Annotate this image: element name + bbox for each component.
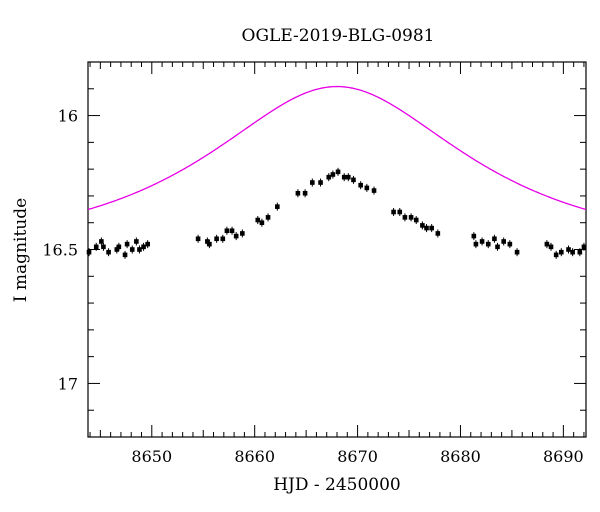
- data-point: [485, 241, 491, 247]
- data-point: [559, 249, 564, 255]
- data-point: [492, 236, 497, 242]
- axis-ticks: [88, 61, 586, 438]
- data-point: [501, 239, 506, 244]
- data-point: [507, 241, 513, 247]
- y-tick-label: 16.5: [42, 241, 78, 260]
- data-point: [335, 169, 341, 175]
- data-point: [207, 241, 212, 247]
- data-point: [302, 190, 308, 196]
- data-point: [570, 249, 575, 255]
- data-point: [581, 244, 587, 250]
- data-point: [93, 244, 99, 250]
- data-point: [358, 182, 363, 188]
- model-curve-group: [87, 85, 587, 211]
- tick-labels: 8650 8660 8670 8680 8690 16 16.5 17: [42, 107, 583, 466]
- data-point: [137, 247, 142, 252]
- data-point: [129, 247, 135, 252]
- data-point: [101, 244, 106, 250]
- data-point: [397, 209, 403, 215]
- data-point: [548, 244, 554, 250]
- data-point: [310, 180, 315, 185]
- x-tick-label: 8650: [131, 447, 172, 466]
- data-point: [145, 241, 150, 247]
- x-tick-label: 8670: [337, 447, 378, 466]
- data-point: [346, 174, 351, 180]
- data-point: [224, 228, 230, 234]
- data-point: [214, 236, 219, 242]
- x-axis-label: HJD - 2450000: [273, 475, 401, 495]
- data-point: [566, 247, 571, 252]
- data-point: [240, 231, 245, 236]
- y-tick-label: 17: [58, 374, 78, 393]
- x-tick-label: 8680: [440, 447, 481, 466]
- data-points-group: [86, 167, 587, 259]
- data-point: [220, 236, 226, 242]
- plot-frame: [87, 61, 587, 438]
- data-point: [473, 241, 479, 247]
- data-point: [429, 225, 434, 231]
- data-point: [318, 180, 323, 185]
- data-point: [424, 225, 429, 231]
- data-point: [402, 215, 408, 220]
- data-point: [341, 174, 347, 180]
- model-curve: [87, 85, 587, 211]
- data-point: [122, 252, 128, 258]
- data-point: [435, 231, 441, 236]
- data-point: [514, 249, 520, 255]
- data-point: [471, 233, 477, 239]
- data-point: [259, 220, 265, 226]
- data-point: [351, 177, 356, 183]
- data-point: [420, 223, 425, 228]
- data-point: [134, 239, 139, 244]
- y-tick-label: 16: [58, 107, 78, 126]
- data-point: [86, 249, 92, 255]
- data-point: [364, 185, 370, 191]
- data-point: [326, 174, 332, 180]
- x-tick-label: 8690: [543, 447, 584, 466]
- data-point: [124, 241, 130, 247]
- data-point: [255, 217, 261, 223]
- data-point: [479, 239, 485, 244]
- data-point: [99, 239, 104, 244]
- data-point: [275, 204, 280, 209]
- y-axis-label: I magnitude: [11, 198, 31, 302]
- data-point: [141, 244, 146, 250]
- data-point: [391, 209, 396, 215]
- data-point: [295, 190, 301, 196]
- data-point: [233, 233, 239, 239]
- data-point: [413, 217, 419, 223]
- data-point: [553, 252, 559, 258]
- data-point: [408, 215, 414, 220]
- chart-title: OGLE-2019-BLG-0981: [242, 26, 435, 46]
- data-point: [205, 239, 210, 244]
- data-point: [116, 244, 122, 250]
- data-point: [229, 228, 235, 234]
- data-point: [371, 188, 377, 193]
- data-point: [106, 249, 111, 255]
- data-point: [330, 172, 336, 177]
- x-tick-label: 8660: [234, 447, 275, 466]
- data-point: [544, 241, 550, 247]
- data-point: [265, 215, 271, 220]
- data-point: [114, 247, 120, 252]
- data-point: [195, 236, 201, 242]
- data-point: [495, 244, 500, 250]
- data-point: [577, 249, 583, 255]
